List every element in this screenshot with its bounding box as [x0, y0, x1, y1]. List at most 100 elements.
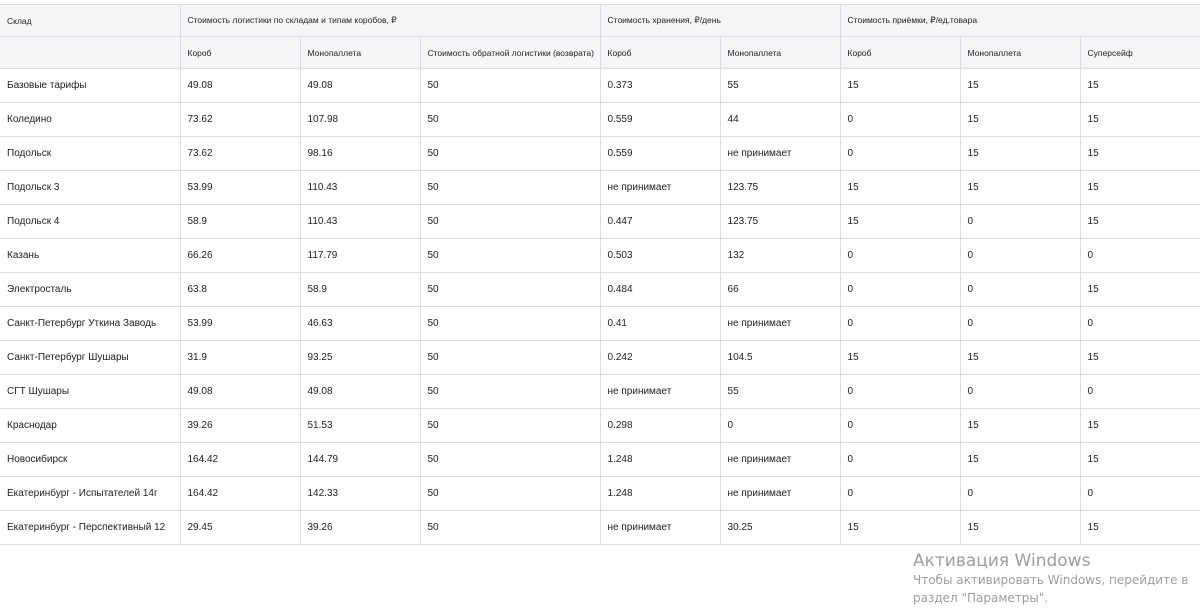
header-warehouse: Склад [0, 4, 181, 37]
value-cell: 164.42 [179, 476, 301, 511]
value-cell: 58.9 [179, 204, 301, 239]
table-body: Базовые тарифы 49.08 49.08 50 0.373 55 15 15 15 К… [0, 68, 1200, 545]
value-cell: 15 [839, 170, 961, 205]
value-cell: 0 [959, 238, 1081, 273]
value-cell: 53.99 [179, 306, 301, 341]
value-cell: 104.5 [719, 340, 841, 375]
warehouse-name-cell: Подольск [0, 136, 181, 171]
value-cell: 164.42 [179, 442, 301, 477]
value-cell: 0 [839, 374, 961, 409]
value-cell: 117.79 [299, 238, 421, 273]
value-cell: 1.248 [599, 476, 721, 511]
value-cell: 0 [839, 476, 961, 511]
watermark-line2: раздел "Параметры". [913, 591, 1049, 605]
value-cell: 49.08 [299, 374, 421, 409]
value-cell: 0 [839, 238, 961, 273]
windows-activation-watermark: Активация Windows Чтобы активировать Win… [913, 551, 1200, 607]
value-cell: 0 [839, 408, 961, 443]
table-row: Подольск 73.62 98.16 50 0.559 не принимает 0 15… [0, 136, 1200, 171]
value-cell: 0 [1079, 306, 1200, 341]
warehouse-name-cell: Электросталь [0, 272, 181, 307]
value-cell: 0.559 [599, 102, 721, 137]
watermark-line1: Чтобы активировать Windows, перейдите в [913, 573, 1189, 587]
value-cell: 15 [839, 68, 961, 103]
warehouse-name-cell: Екатеринбург - Испытателей 14г [0, 476, 181, 511]
value-cell: 15 [959, 510, 1081, 545]
value-cell: 50 [419, 238, 601, 273]
value-cell: 0.373 [599, 68, 721, 103]
value-cell: 0.298 [599, 408, 721, 443]
value-cell: 44 [719, 102, 841, 137]
value-cell: 0 [1079, 238, 1200, 273]
warehouse-name-cell: Казань [0, 238, 181, 273]
value-cell: 0.41 [599, 306, 721, 341]
table-row: Новосибирск 164.42 144.79 50 1.248 не принима… [0, 442, 1200, 477]
value-cell: 0 [959, 272, 1081, 307]
value-cell: 132 [719, 238, 841, 273]
value-cell: 53.99 [179, 170, 301, 205]
value-cell: 15 [959, 170, 1081, 205]
subheader-cell: Монопаллета [959, 36, 1081, 69]
value-cell: 73.62 [179, 136, 301, 171]
tariffs-table: Склад Стоимость логистики по складам и т… [0, 4, 1200, 545]
value-cell: 15 [839, 340, 961, 375]
subheader-empty [0, 36, 181, 69]
value-cell: 46.63 [299, 306, 421, 341]
value-cell: 50 [419, 374, 601, 409]
value-cell: 0 [839, 306, 961, 341]
value-cell: 15 [1079, 408, 1200, 443]
value-cell: 0 [839, 102, 961, 137]
table-row: Коледино 73.62 107.98 50 0.559 44 0 15 15 [0, 102, 1200, 137]
subheader-row: Короб Монопаллета Стоимость обратной логис… [0, 36, 1200, 69]
value-cell: 15 [839, 204, 961, 239]
value-cell: 49.08 [299, 68, 421, 103]
value-cell: 29.45 [179, 510, 301, 545]
value-cell: 0 [839, 136, 961, 171]
value-cell: 15 [959, 136, 1081, 171]
table-row: Электросталь 63.8 58.9 50 0.484 66 0 0 15 [0, 272, 1200, 307]
value-cell: 50 [419, 340, 601, 375]
value-cell: 58.9 [299, 272, 421, 307]
value-cell: 15 [959, 442, 1081, 477]
header-logistics: Стоимость логистики по складам и типам к… [179, 4, 601, 37]
warehouse-name-cell: Базовые тарифы [0, 68, 181, 103]
value-cell: 55 [719, 374, 841, 409]
value-cell: 66.26 [179, 238, 301, 273]
value-cell: 15 [1079, 68, 1200, 103]
warehouse-name-cell: Подольск 3 [0, 170, 181, 205]
subheader-cell: Монопаллета [719, 36, 841, 69]
subheader-cell: Стоимость обратной логистики (возврата) [419, 36, 601, 69]
subheader-cell: Короб [179, 36, 301, 69]
value-cell: не принимает [719, 136, 841, 171]
value-cell: 63.8 [179, 272, 301, 307]
table-row: Базовые тарифы 49.08 49.08 50 0.373 55 15 15 15 [0, 68, 1200, 103]
header-acceptance: Стоимость приёмки, ₽/ед.товара [839, 4, 1200, 37]
value-cell: 0 [839, 272, 961, 307]
value-cell: 50 [419, 408, 601, 443]
table-row: Краснодар 39.26 51.53 50 0.298 0 0 15 15 [0, 408, 1200, 443]
watermark-title: Активация Windows [913, 551, 1091, 571]
value-cell: 55 [719, 68, 841, 103]
subheader-cell: Короб [839, 36, 961, 69]
value-cell: 110.43 [299, 170, 421, 205]
value-cell: 15 [1079, 272, 1200, 307]
warehouse-name-cell: Екатеринбург - Перспективный 12 [0, 510, 181, 545]
value-cell: 50 [419, 68, 601, 103]
value-cell: не принимает [599, 510, 721, 545]
value-cell: 15 [1079, 102, 1200, 137]
value-cell: 15 [1079, 136, 1200, 171]
value-cell: 0.484 [599, 272, 721, 307]
value-cell: 31.9 [179, 340, 301, 375]
value-cell: не принимает [599, 170, 721, 205]
warehouse-name-cell: Новосибирск [0, 442, 181, 477]
value-cell: 15 [839, 510, 961, 545]
value-cell: 0.242 [599, 340, 721, 375]
value-cell: 15 [959, 340, 1081, 375]
value-cell: 66 [719, 272, 841, 307]
value-cell: 50 [419, 510, 601, 545]
value-cell: 50 [419, 204, 601, 239]
header-storage: Стоимость хранения, ₽/день [599, 4, 841, 37]
value-cell: 15 [1079, 170, 1200, 205]
warehouse-name-cell: Санкт-Петербург Шушары [0, 340, 181, 375]
value-cell: 0 [839, 442, 961, 477]
